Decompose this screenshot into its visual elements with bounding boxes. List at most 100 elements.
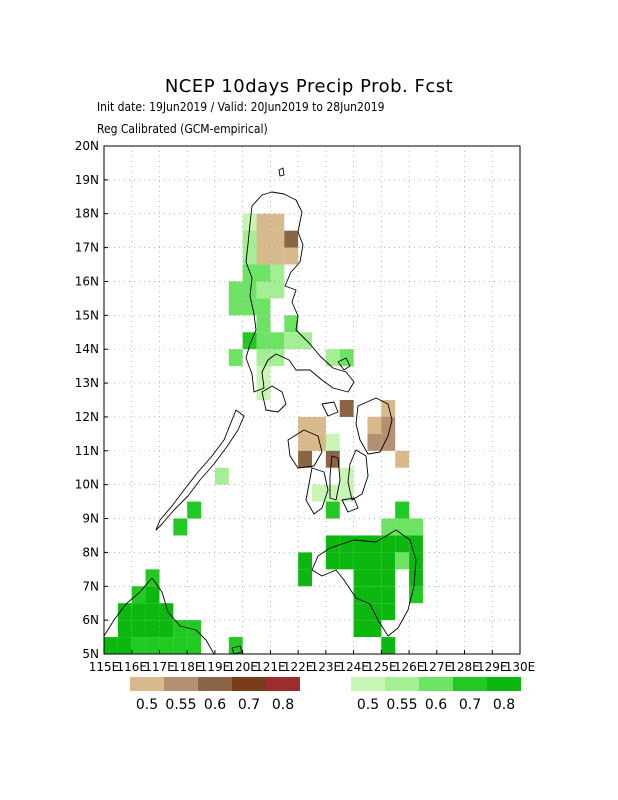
probability-cell [131,637,146,654]
probability-cell [256,247,271,265]
legend-swatch-dry [266,677,300,691]
lon-tick-label: 116E [116,660,147,674]
coastline-mindoro [261,385,287,413]
probability-cell [339,400,354,417]
coastline-sulu-islands [231,645,243,655]
latitude-labels: 5N 6N 7N 8N 9N 10N 11N 12N 13N 14N 15N 16N 17N 18N 19N… [75,139,108,661]
legend-label-wet: 0.8 [493,697,515,713]
probability-cell [242,298,257,316]
probability-cell [145,637,160,654]
probability-cell [270,349,285,367]
lon-tick-label: 124E [338,660,369,674]
coastline-luzon [245,191,355,393]
probability-cell [298,332,312,350]
legend-swatch-dry [232,677,266,691]
lon-tick-label: 117E [144,660,175,674]
lat-tick-label: 9N [82,512,99,526]
probability-cell [353,552,368,570]
probability-cell [145,603,160,621]
probability-cell [339,535,354,553]
probability-cell [339,552,354,570]
probability-cell [381,569,396,587]
legend-label-dry: 0.5 [136,697,158,713]
probability-cell [381,603,396,621]
probability-cell [117,620,132,638]
probability-cell [381,637,396,654]
legend-label-dry: 0.8 [272,697,294,713]
probability-cell [270,264,285,282]
probability-cell [325,501,340,519]
probability-cell [381,552,396,570]
probability-cell [381,586,396,604]
probability-cell [131,620,146,638]
plot-frame [103,145,521,655]
probability-cell [173,518,188,536]
probability-cell [367,416,382,434]
legend-label-dry: 0.6 [204,697,226,713]
probability-cells [104,213,423,654]
probability-cell [187,501,202,519]
probability-cell [409,518,423,536]
probability-cell [395,518,410,536]
probability-cell [367,433,382,451]
legend-label-dry: 0.55 [165,697,196,713]
legend-swatch-dry [130,677,164,691]
probability-cell [409,569,423,587]
lon-tick-label: 127E [422,660,453,674]
probability-cell [104,637,118,654]
probability-cell [339,349,354,367]
lon-tick-label: 126E [394,660,425,674]
coastline-leyte [347,449,369,501]
lat-tick-label: 5N [82,647,99,661]
probability-cell [353,620,368,638]
lon-tick-label: 120E [227,660,258,674]
lon-tick-label: 122E [283,660,314,674]
probability-cell [270,332,285,350]
longitude-labels: 115E116E117E118E119E120E121E122E123E124E… [89,650,535,674]
probability-cell [242,230,257,248]
probability-cell [395,552,410,570]
legend-swatch-wet [385,677,419,691]
lat-tick-label: 17N [75,241,99,255]
probability-cell [242,264,257,282]
probability-cell [256,349,271,367]
legend-swatch-dry [164,677,198,691]
lat-tick-label: 7N [82,579,99,593]
legend-label-wet: 0.6 [425,697,447,713]
probability-cell [395,450,410,468]
lat-tick-label: 11N [75,444,99,458]
lon-tick-label: 115E [89,660,120,674]
probability-cell [270,281,285,299]
coastline-bohol [341,497,359,513]
legend-dry: 0.5 0.55 0.6 0.7 0.8 [130,677,300,713]
legend-swatch-dry [198,677,232,691]
probability-cell [298,433,312,451]
probability-cell [256,213,271,231]
probability-cell [270,230,285,248]
probability-cell [117,603,132,621]
probability-cell [284,315,299,333]
legend-label-wet: 0.55 [386,697,417,713]
probability-cell [298,552,312,570]
calibration-note: Reg Calibrated (GCM-empirical) [97,122,268,136]
probability-cell [242,247,257,265]
probability-cell [381,535,396,553]
coastline-batanes [278,167,285,177]
lon-tick-label: 125E [366,660,397,674]
probability-cell [145,586,160,604]
lat-tick-label: 8N [82,545,99,559]
lon-tick-label: 123E [311,660,342,674]
probability-cell [187,620,202,638]
legend-swatch-wet [419,677,453,691]
probability-cell [367,586,382,604]
probability-cell [131,603,146,621]
coastline-negros [305,467,329,515]
lat-tick-label: 14N [75,342,99,356]
probability-cell [131,586,146,604]
probability-cell [381,433,396,451]
lat-tick-label: 18N [75,207,99,221]
probability-cell [312,484,326,502]
probability-cell [228,298,243,316]
probability-cell [256,264,271,282]
